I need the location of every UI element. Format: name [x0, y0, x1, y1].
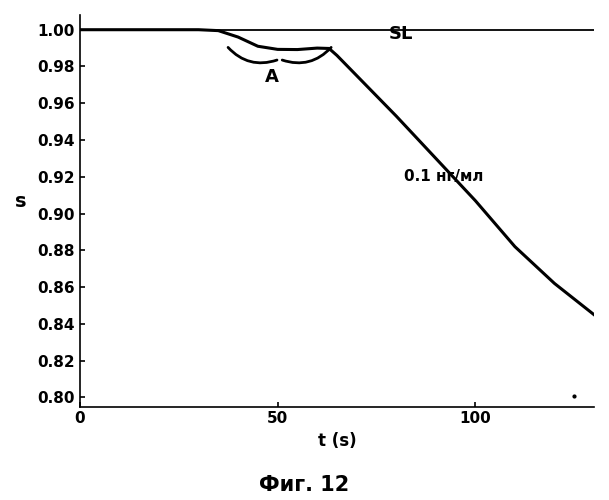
Text: SL: SL: [389, 26, 413, 44]
X-axis label: t (s): t (s): [318, 432, 356, 450]
Text: A: A: [265, 68, 279, 86]
Y-axis label: s: s: [15, 192, 27, 211]
Text: Фиг. 12: Фиг. 12: [259, 475, 350, 495]
Text: 0.1 нг/мл: 0.1 нг/мл: [404, 170, 484, 184]
